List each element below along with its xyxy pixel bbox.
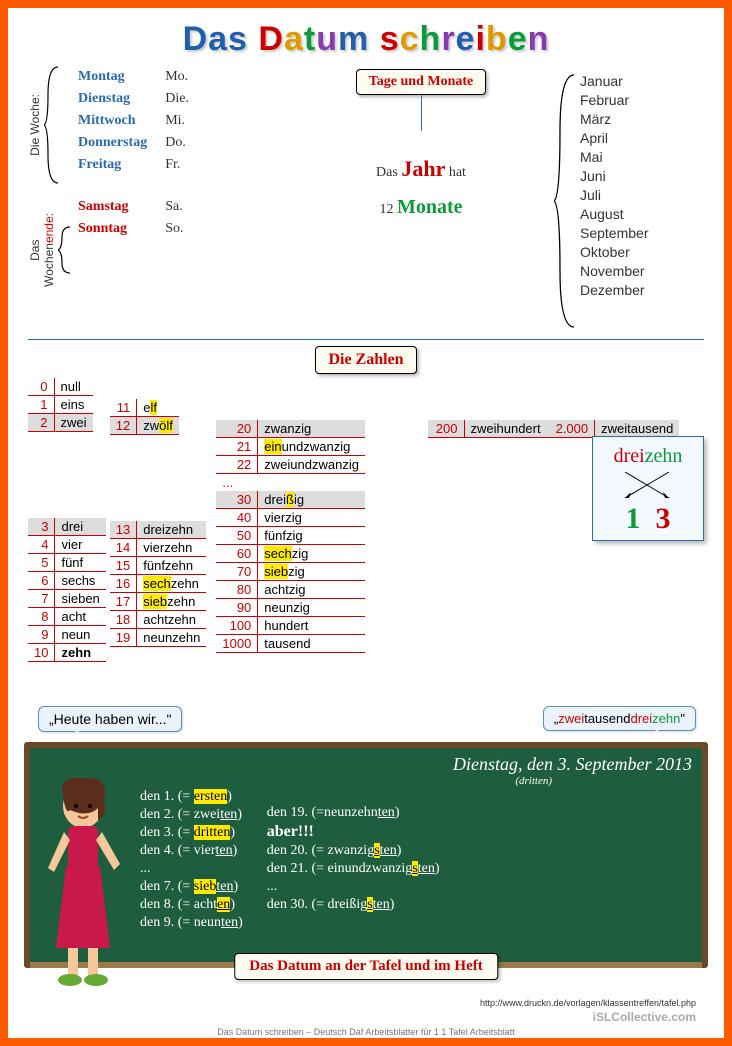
numbers-section: 0null1eins2zwei 3drei4vier5fünf6sechs7si…: [28, 378, 704, 662]
ordinals-left: den 1. (= ersten) den 2. (= zweiten) den 3…: [140, 789, 243, 931]
dreizehn-box: dreizehn 1 3: [592, 436, 704, 541]
month: Januar: [580, 73, 648, 89]
ordinal-line: den 9. (= neunten): [140, 915, 243, 931]
ordinal-line: ...: [267, 879, 440, 895]
caption: Das Datum schreiben – Deutsch Daf Arbeit…: [8, 1027, 724, 1037]
page-title: Das Datum schreiben: [28, 20, 704, 59]
month: November: [580, 263, 648, 279]
brace-icon: [44, 65, 60, 185]
ordinal-line: den 3. (= dritten): [140, 825, 243, 841]
month: Dezember: [580, 282, 648, 298]
speech-bubble-left: „Heute haben wir...": [38, 706, 182, 732]
month: Juni: [580, 168, 648, 184]
numbers-table-3-10: 3drei4vier5fünf6sechs7sieben8acht9neun10…: [28, 518, 106, 662]
ordinal-line: den 30. (= dreißigsten): [267, 897, 440, 913]
month: April: [580, 130, 648, 146]
month: Juli: [580, 187, 648, 203]
teacher-icon: [28, 768, 138, 988]
months-column: Januar Februar März April Mai Juni Juli August S…: [554, 65, 704, 331]
ordinal-line: den 19. (=neunzehnten): [267, 805, 440, 821]
jahr-text: Das Jahr hat 12 Monate: [376, 149, 466, 225]
weekday: Dienstag: [78, 91, 147, 107]
numbers-table-11-12: 11elf12zwölf: [110, 399, 179, 435]
days-months-section: Die Woche: DasWochenende: Montag Dienstag…: [28, 65, 704, 340]
board-dritten: (dritten): [140, 775, 692, 787]
weekday: Mittwoch: [78, 113, 147, 129]
wochenende-label: DasWochenende:: [28, 213, 56, 287]
ordinal-line: den 2. (= zweiten): [140, 807, 243, 823]
brace-icon: [58, 225, 72, 275]
zahlen-box: Die Zahlen: [315, 346, 416, 374]
weekday: Donnerstag: [78, 135, 147, 151]
tage-monate-box: Tage und Monate: [356, 69, 487, 95]
numbers-table-tens: 20zwanzig21einundzwanzig22zweiundzwanzig…: [216, 420, 365, 653]
ordinal-line: ...: [140, 861, 243, 877]
weekday: Freitag: [78, 157, 147, 173]
month: Oktober: [580, 244, 648, 260]
weekend-abbr: So.: [165, 221, 189, 237]
ordinal-line: den 20. (= zwanzigsten): [267, 843, 440, 859]
weekday-abbr: Die.: [165, 91, 189, 107]
board-label: Das Datum an der Tafel und im Heft: [234, 953, 498, 980]
numbers-table-13-19: 13dreizehn14vierzehn15fünfzehn16sechzehn…: [110, 521, 207, 647]
weekday: Montag: [78, 69, 147, 85]
footer-url: http://www.druckn.de/vorlagen/klassentre…: [480, 998, 696, 1008]
tage-monate-column: Tage und Monate Das Jahr hat 12 Monate: [288, 65, 554, 331]
weekday-abbr: Mi.: [165, 113, 189, 129]
ordinal-line: den 7. (= siebten): [140, 879, 243, 895]
weekend-abbr: Sa.: [165, 199, 189, 215]
numbers-table-0-2: 0null1eins2zwei: [28, 378, 93, 432]
weekday-abbr: Mo.: [165, 69, 189, 85]
weekend-day: Samstag: [78, 199, 147, 215]
ordinal-line: den 1. (= ersten): [140, 789, 243, 805]
ordinal-line: aber!!!: [267, 823, 440, 841]
ordinal-line: den 21. (= einundzwanzigsten): [267, 861, 440, 877]
ordinals-right: den 19. (=neunzehnten) aber!!! den 20. (= …: [267, 805, 440, 931]
month: September: [580, 225, 648, 241]
speech-bubble-right: „zweitausenddreizehn": [543, 706, 696, 731]
woche-label: Die Woche:: [28, 94, 42, 156]
page: Das Datum schreiben Die Woche: DasWochen…: [0, 0, 732, 1046]
ordinal-line: den 8. (= achten): [140, 897, 243, 913]
ordinal-line: den 4. (= vierten): [140, 843, 243, 859]
footer-watermark: iSLCollective.com: [593, 1010, 696, 1024]
month: März: [580, 111, 648, 127]
month: August: [580, 206, 648, 222]
weekend-day: Sonntag: [78, 221, 147, 237]
brace-icon: [554, 71, 576, 331]
board-date: Dienstag, den 3. September 2013: [140, 754, 692, 775]
weekday-abbr: Fr.: [165, 157, 189, 173]
month: Februar: [580, 92, 648, 108]
month: Mai: [580, 149, 648, 165]
weekday-abbr: Do.: [165, 135, 189, 151]
